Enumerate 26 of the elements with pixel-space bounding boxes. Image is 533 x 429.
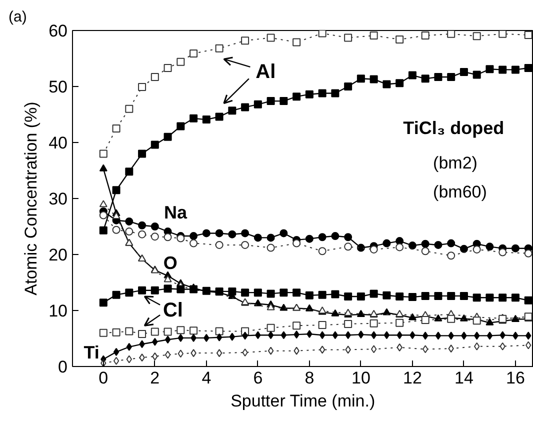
x-tick-label: 0: [98, 368, 108, 388]
x-tick-label: 12: [403, 368, 422, 388]
x-tick-label: 2: [150, 368, 160, 388]
chart-title: (a): [8, 8, 27, 26]
y-tick-label: 50: [48, 78, 68, 96]
x-tick-label: 10: [351, 368, 370, 388]
x-tick-label: 4: [202, 368, 212, 388]
y-axis-title: Atomic Concentration (%): [22, 102, 41, 296]
x-axis-title: Sputter Time (min.): [230, 392, 376, 410]
y-tick-label: 20: [48, 246, 68, 264]
y-tick-label: 30: [48, 190, 68, 208]
y-tick-label: 10: [48, 302, 68, 320]
y-tick-label: 60: [48, 22, 68, 40]
x-tick-label: 8: [304, 368, 314, 388]
x-tick-label: 16: [506, 368, 525, 388]
annotation: Al: [256, 60, 276, 83]
annotation: O: [163, 252, 178, 273]
annotation: Ti: [84, 342, 100, 362]
annotation: TiCl₃ doped: [403, 118, 504, 138]
annotation: (bm2): [433, 154, 478, 173]
annotation: (bm60): [433, 182, 487, 202]
y-tick-label: 40: [48, 134, 68, 152]
x-tick-label: 14: [454, 368, 474, 388]
x-tick-label: 6: [253, 368, 263, 388]
annotation: Na: [164, 202, 188, 222]
annotation: Cl: [162, 300, 183, 322]
